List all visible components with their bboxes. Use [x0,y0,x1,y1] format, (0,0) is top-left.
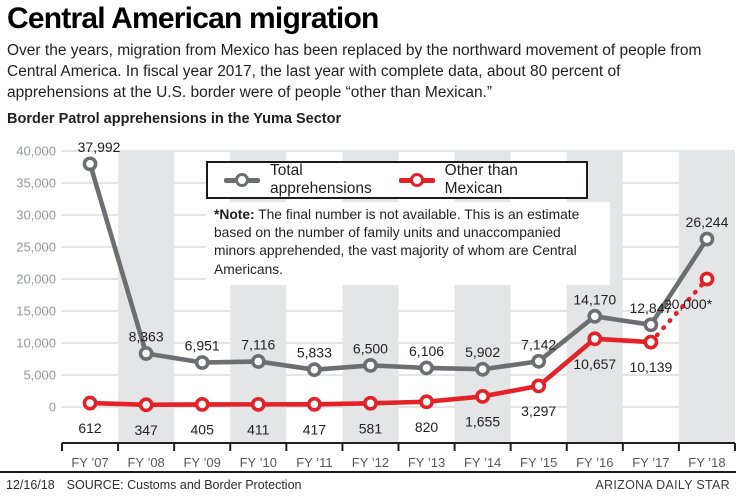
svg-text:FY ’13: FY ’13 [408,455,445,470]
total-value-label: 5,902 [465,344,500,360]
svg-text:FY ’15: FY ’15 [520,455,557,470]
series-total-apprehensions [82,156,715,378]
svg-text:FY ’11: FY ’11 [296,455,332,470]
data-labels: 37,992 8,363 6,951 7,116 5,833 6,500 6,106 5,90… [78,140,729,438]
intro-text: Over the years, migration from Mexico ha… [7,42,702,102]
other-value-label: 411 [247,421,270,437]
total-value-label: 5,833 [297,345,332,361]
svg-text:5,000: 5,000 [23,368,56,383]
total-value-label: 37,992 [78,140,121,155]
other-value-label: 820 [415,419,439,435]
chart-legend: Total apprehensions Other than Mexican [206,161,588,199]
svg-text:FY ’09: FY ’09 [184,455,221,470]
footer-date: 12/16/18 [6,478,55,492]
total-value-label: 7,116 [241,336,275,352]
total-line-marker-icon [224,173,260,187]
note-label: *Note: [214,207,255,222]
other-value-label: 3,297 [521,403,556,419]
total-value-label: 6,106 [409,343,444,359]
total-value-label: 8,363 [129,328,164,344]
other-value-label: 10,657 [573,356,616,372]
other-value-label: 612 [78,420,102,436]
legend-item-total: Total apprehensions [224,162,399,198]
total-value-label: 26,244 [686,214,729,230]
other-value-label: 347 [134,422,158,438]
other-value-label: 10,139 [629,359,672,375]
svg-text:FY ’18: FY ’18 [688,455,725,470]
other-value-label: 1,655 [465,413,500,429]
svg-text:FY ’12: FY ’12 [352,455,389,470]
svg-text:FY ’16: FY ’16 [576,455,613,470]
svg-text:40,000: 40,000 [16,144,56,159]
other-value-label: 20,000* [664,296,713,312]
svg-text:FY ’08: FY ’08 [127,455,164,470]
series-other-than-mexican [82,271,715,413]
note-text: The final number is not available. This … [214,207,580,277]
svg-text:30,000: 30,000 [16,208,56,223]
svg-text:FY ’10: FY ’10 [240,455,277,470]
chart-note: *Note: The final number is not available… [206,202,610,285]
chart-svg: 40,000 35,000 30,000 25,000 20,000 15,000 10,0… [16,140,736,470]
total-value-label: 7,142 [521,336,556,352]
page-title: Central American migration [7,2,379,35]
other-line-marker-icon [398,173,435,187]
total-value-label: 6,951 [185,338,220,354]
other-value-label: 581 [359,420,383,436]
footer: 12/16/18 SOURCE: Customs and Border Prot… [0,478,736,492]
svg-text:FY ’17: FY ’17 [632,455,669,470]
footer-divider [0,471,736,473]
y-axis-labels: 40,000 35,000 30,000 25,000 20,000 15,000 10,0… [16,144,56,415]
legend-item-other: Other than Mexican [398,162,570,198]
svg-text:10,000: 10,000 [16,336,56,351]
other-value-label: 417 [303,421,327,437]
svg-text:FY ’14: FY ’14 [464,455,501,470]
svg-text:20,000: 20,000 [16,272,56,287]
svg-text:35,000: 35,000 [16,176,56,191]
legend-label-total: Total apprehensions [270,162,372,197]
x-axis: FY ’07 FY ’08 FY ’09 FY ’10 FY ’11 FY ’12 FY ’… [61,442,736,470]
svg-text:25,000: 25,000 [16,240,56,255]
legend-label-other: Other than Mexican [444,162,518,197]
svg-text:0: 0 [49,400,56,415]
footer-credit: ARIZONA DAILY STAR [595,478,730,492]
footer-source: SOURCE: Customs and Border Protection [66,478,302,492]
total-value-label: 12,847 [629,300,672,316]
total-value-label: 14,170 [573,291,616,307]
chart-title: Border Patrol apprehensions in the Yuma … [7,111,342,127]
total-value-label: 6,500 [353,340,388,356]
svg-text:FY ’07: FY ’07 [71,455,108,470]
other-value-label: 405 [191,421,215,437]
svg-text:15,000: 15,000 [16,304,56,319]
